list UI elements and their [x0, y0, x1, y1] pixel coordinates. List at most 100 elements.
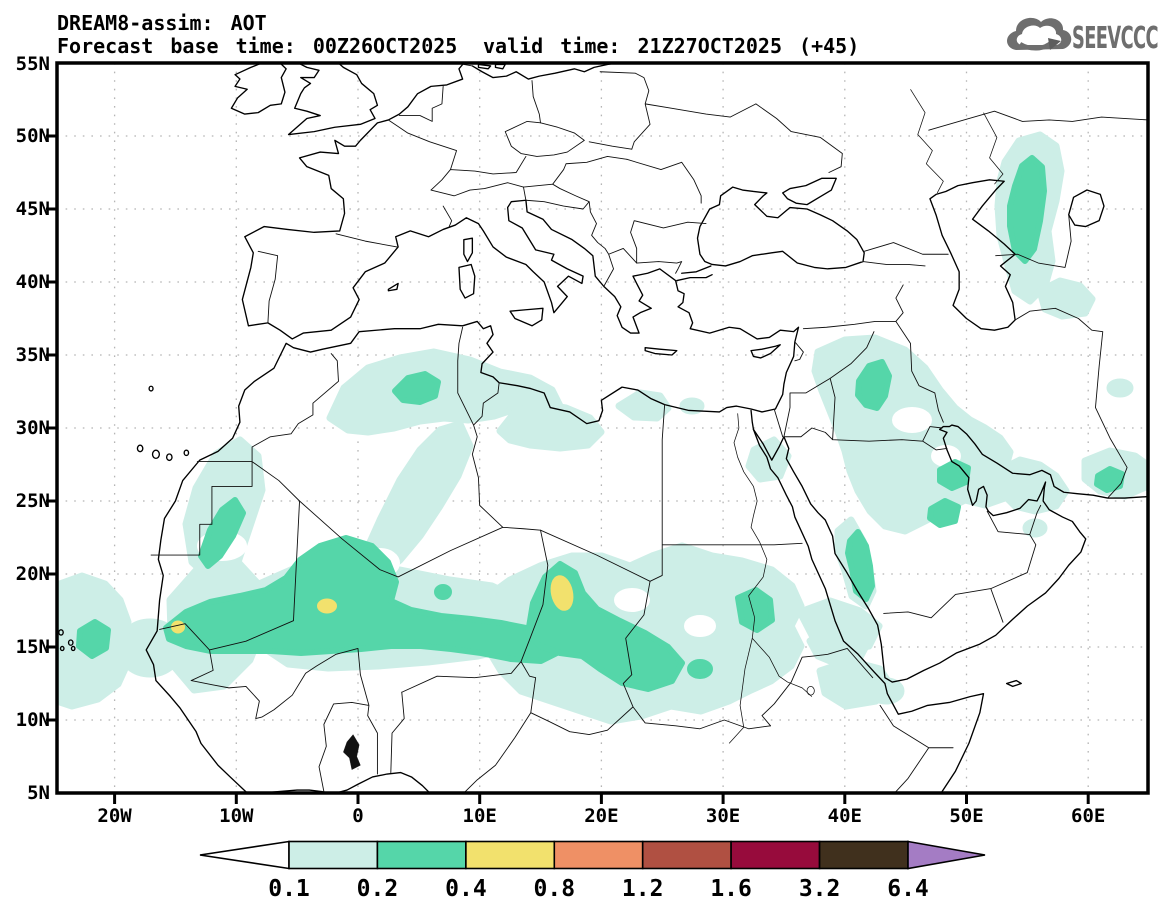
island-mallorca	[388, 283, 398, 290]
aot-region-gulf	[996, 456, 1070, 515]
aot-region-somalia	[867, 677, 905, 705]
coastline-arabia	[753, 425, 1147, 682]
valid-time-label: valid time: 21Z27OCT2025 (+45)	[483, 34, 859, 58]
geography-layer	[59, 63, 1148, 793]
lat-label: 15N	[16, 636, 50, 658]
aot-region-egypt-coast	[615, 389, 672, 422]
aot-region-east-iran	[1106, 378, 1134, 398]
lon-label: 20W	[97, 805, 132, 827]
aot-max-chad	[550, 575, 574, 611]
coastline-caspian	[930, 180, 1015, 330]
nile-river	[729, 413, 812, 743]
logo-text: SEEVCCC	[1072, 21, 1158, 56]
coastline-marmara	[677, 266, 712, 281]
colorbar-cell	[641, 840, 732, 870]
coastline-britain	[289, 63, 378, 135]
coastline-path	[146, 63, 798, 793]
lon-label: 60E	[1071, 805, 1105, 827]
colorbar-tick-label: 3.2	[799, 876, 841, 902]
lon-label: 50E	[949, 805, 983, 827]
lon-label: 40E	[828, 805, 862, 827]
lon-label: 0	[352, 805, 363, 827]
aot-core-wsahara	[198, 497, 246, 569]
coastline-blacksea	[698, 187, 865, 269]
aot-core-north-algeria	[392, 371, 441, 405]
lat-label: 40N	[16, 271, 50, 293]
colorbar-cell	[288, 840, 379, 870]
lat-label: 55N	[16, 53, 50, 75]
aot-max-mali	[317, 598, 337, 614]
lat-label: 5N	[27, 782, 50, 804]
colorbar-under-arrow	[199, 840, 290, 870]
lat-label: 20N	[16, 563, 50, 585]
aot-fill-layer	[58, 131, 1147, 725]
colorbar-tick-label: 1.6	[710, 876, 752, 902]
bottom-axis-ticks	[113, 793, 1090, 804]
colorbar-cell	[465, 840, 556, 870]
lon-label: 10E	[463, 805, 497, 827]
base-time-label: Forecast base time: 00Z26OCT2025	[57, 34, 457, 58]
lat-label: 10N	[16, 709, 50, 731]
aot-hole	[614, 588, 650, 612]
colorbar-cell	[376, 840, 467, 870]
colorbar-cell	[730, 840, 821, 870]
aot-core-pakistan	[1094, 466, 1125, 493]
coastline-aral	[1069, 190, 1104, 227]
island-cyprus	[751, 345, 780, 358]
header: DREAM8-assim: AOT Forecast base time: 00…	[57, 11, 859, 58]
lake-tana	[807, 686, 814, 695]
colorbar-cell	[553, 840, 644, 870]
lat-label: 50N	[16, 125, 50, 147]
colorbar-tick-label: 0.1	[268, 876, 310, 902]
island-corsica	[464, 238, 473, 261]
aot-region-redsea-west	[745, 436, 792, 483]
seevccc-logo: SEEVCCC	[1007, 17, 1159, 56]
coastline-guinea-gulf	[263, 773, 430, 793]
colorbar-tick-label: 0.4	[445, 876, 487, 902]
lat-label: 25N	[16, 490, 50, 512]
aot-region-uzbek	[1036, 277, 1096, 320]
aot-region-algeria-tongue	[358, 420, 474, 580]
page-title: DREAM8-assim: AOT	[57, 11, 267, 35]
aot-core-sudan	[735, 587, 775, 633]
colorbar-tick-label: 6.4	[887, 876, 929, 902]
island-socotra	[1007, 681, 1022, 687]
lat-label: 30N	[16, 417, 50, 439]
aot-core-gulf1	[937, 459, 971, 491]
coastline-redsea-west	[751, 410, 983, 791]
aot-hole	[684, 615, 716, 637]
aot-core-sudan-south	[687, 659, 713, 679]
lat-label: 35N	[16, 344, 50, 366]
colorbar-over-arrow	[907, 840, 986, 870]
lon-label: 20E	[584, 805, 618, 827]
coastline-danish-isles	[478, 64, 505, 68]
colorbar: 0.1 0.2 0.4 0.8 1.2 1.6 3.2 6.4	[199, 840, 986, 902]
aot-core-atlantic	[76, 619, 111, 659]
lake-volta	[343, 735, 360, 770]
aot-core-gulf2	[927, 498, 961, 528]
aot-core-iraq	[855, 359, 892, 411]
islands-canary	[137, 386, 188, 460]
colorbar-tick-label: 0.8	[534, 876, 576, 902]
aot-region-libya-coast	[496, 400, 605, 452]
left-axis-ticks	[46, 134, 57, 722]
lon-label: 10W	[219, 805, 254, 827]
country-borders	[151, 64, 1148, 793]
logo-swoosh-arrowhead	[1048, 38, 1061, 50]
colorbar-cell	[818, 840, 909, 870]
colorbar-tick-label: 0.2	[357, 876, 399, 902]
island-sicily	[510, 308, 543, 326]
lat-axis: 55N 50N 45N 40N 35N 30N 25N 20N 15N 10N …	[16, 53, 50, 804]
island-crete	[645, 348, 677, 355]
coastline-ireland	[231, 63, 286, 114]
aot-core-redsea-coast	[845, 529, 875, 602]
colorbar-tick-label: 1.2	[622, 876, 664, 902]
lat-label: 45N	[16, 198, 50, 220]
lon-axis: 20W 10W 0 10E 20E 30E 40E 50E 60E	[97, 805, 1105, 827]
map-frame	[46, 61, 1150, 804]
lon-label: 30E	[706, 805, 740, 827]
coastline-baltic	[472, 63, 616, 79]
aot-core-caspian	[1007, 155, 1047, 264]
islands-capeverde	[59, 630, 75, 651]
